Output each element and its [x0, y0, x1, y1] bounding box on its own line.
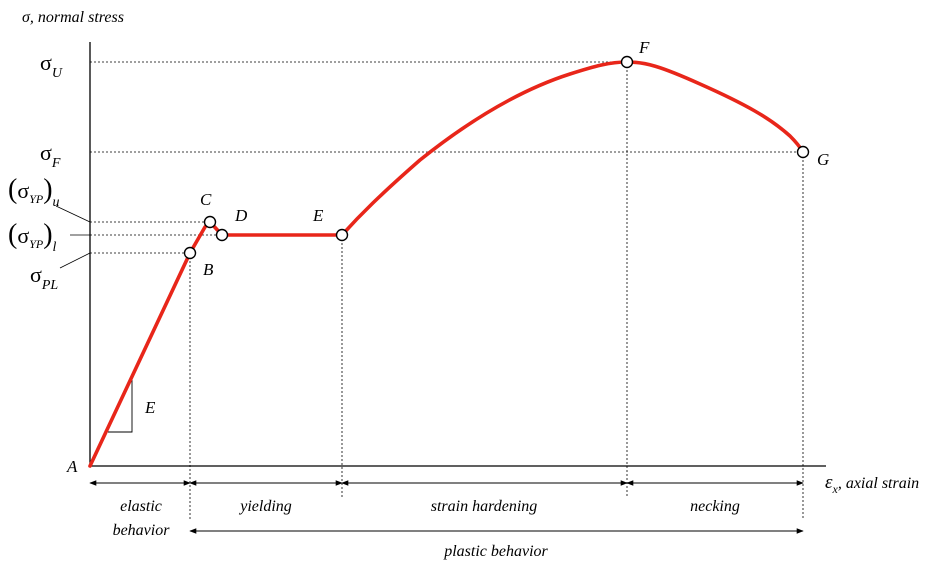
point-c-label: C [200, 190, 212, 209]
point-e-label: E [312, 206, 324, 225]
x-axis-sub: x [832, 482, 839, 496]
curve-points [183, 55, 810, 260]
x-axis-label: εx, axial strain [825, 472, 919, 496]
point-g-label: G [817, 150, 829, 169]
point-c-marker [203, 215, 217, 229]
y-axis-label: σ, normal stress [22, 9, 124, 26]
region-arrows [89, 480, 804, 534]
point-a-label: A [66, 457, 78, 476]
x-axis-suffix: , axial strain [838, 475, 919, 492]
sigma-f-label: σF [40, 140, 61, 171]
elastic-label-line1: elastic [120, 498, 162, 515]
slope-triangle [108, 380, 133, 433]
necking-label: necking [690, 498, 740, 515]
strain-hardening-label: strain hardening [431, 498, 538, 515]
label-leaders [55, 205, 91, 269]
point-e-marker [335, 228, 349, 242]
point-d-label: D [234, 206, 248, 225]
vertical-guides [189, 62, 804, 520]
point-g-marker [796, 145, 810, 159]
yielding-label: yielding [238, 498, 292, 515]
sigma-pl-label: σPL [30, 262, 58, 293]
sigma-yp-upper-label: (σYP)u [8, 174, 60, 210]
x-axis-symbol: ε [825, 472, 833, 493]
point-f-label: F [638, 38, 650, 57]
sigma-u-label: σU [40, 50, 63, 81]
horizontal-guides [90, 61, 803, 254]
point-d-marker [215, 228, 229, 242]
point-f-marker [620, 55, 634, 69]
stress-strain-curve [88, 60, 805, 468]
plastic-behavior-label: plastic behavior [443, 543, 548, 560]
sigma-yp-lower-label: (σYP)l [8, 219, 57, 255]
elastic-label-line2: behavior [113, 522, 171, 539]
point-b-marker [183, 246, 197, 260]
point-b-label: B [203, 260, 214, 279]
slope-label: E [144, 398, 156, 417]
